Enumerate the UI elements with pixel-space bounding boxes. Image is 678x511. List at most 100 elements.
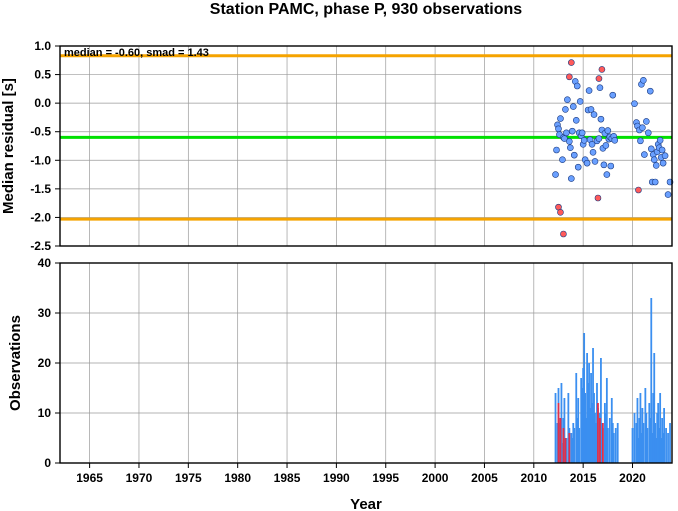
- point-s0-11: [564, 96, 571, 104]
- point-s0-23: [576, 98, 584, 105]
- bar-s0-14: [573, 428, 576, 463]
- bar-s0-31: [592, 348, 594, 463]
- bar-s0-22: [583, 333, 586, 463]
- bottom-y-tick-label-0: 0: [44, 456, 51, 470]
- bar-s0-46: [610, 398, 613, 463]
- point-s0-20: [573, 82, 581, 90]
- x-tick-label-10: 2015: [570, 471, 597, 485]
- point-s1-8: [635, 186, 642, 194]
- bottom-y-tick-label-1: 10: [38, 406, 52, 420]
- point-s0-34: [588, 140, 596, 148]
- point-s0-16: [569, 103, 577, 110]
- top-y-tick-label-2: 0.0: [34, 96, 51, 110]
- bar-s0-52: [633, 413, 636, 463]
- bar-s0-4: [560, 383, 563, 463]
- bar-s0-42: [604, 413, 607, 463]
- bar-s0-30: [591, 403, 593, 463]
- x-tick-label-5: 1990: [323, 471, 350, 485]
- bar-s0-27: [588, 363, 590, 463]
- bar-s0-28: [589, 408, 591, 463]
- point-s0-67: [646, 87, 654, 95]
- top-y-tick-label-1: 0.5: [34, 68, 51, 82]
- point-s0-13: [567, 144, 574, 152]
- bottom-bars: [554, 298, 671, 463]
- bar-s0-20: [581, 388, 584, 463]
- bottom-x-ticks: 1965 1970 1975 1980 1985 1990 1995 2000 2005 2010…: [76, 463, 646, 485]
- bar-s0-25: [586, 353, 589, 463]
- point-s1-2: [560, 230, 567, 238]
- bar-s0-79: [663, 408, 666, 463]
- point-s1-7: [598, 66, 606, 73]
- bar-s0-35: [596, 383, 598, 463]
- point-s0-6: [559, 156, 566, 164]
- bar-s0-15: [575, 373, 578, 463]
- bar-s0-78: [662, 433, 665, 463]
- bar-s0-17: [577, 398, 580, 463]
- top-grid: [60, 45, 672, 247]
- bar-s0-82: [669, 423, 671, 463]
- top-y-tick-label-7: -2.5: [30, 239, 51, 253]
- point-s0-0: [552, 171, 559, 178]
- bar-s0-26: [587, 383, 589, 463]
- top-data-points: [552, 59, 674, 238]
- bar-s0-66: [650, 298, 653, 463]
- point-s0-73: [652, 162, 660, 169]
- point-s0-25: [578, 129, 586, 137]
- bar-s1-7: [602, 423, 604, 463]
- point-s0-44: [600, 161, 608, 169]
- bar-s0-34: [595, 423, 597, 463]
- bottom-y-tick-label-2: 20: [38, 356, 52, 370]
- bar-s0-54: [636, 398, 639, 463]
- point-s0-80: [659, 159, 667, 167]
- point-s0-46: [602, 142, 610, 149]
- top-y-ticks: 1.0 0.5 0.0 -0.5 -1.0 -1.5 -2.0 -2.5: [30, 39, 60, 253]
- point-s0-10: [563, 129, 570, 137]
- bar-s0-56: [638, 418, 641, 463]
- bar-s0-72: [656, 413, 659, 463]
- point-s0-8: [561, 135, 568, 142]
- bar-s0-50: [616, 423, 619, 463]
- point-s0-64: [641, 151, 648, 158]
- bar-s0-1: [556, 423, 559, 463]
- top-reference-lines: [60, 54, 672, 221]
- top-y-tick-label-0: 1.0: [34, 39, 51, 53]
- point-s0-81: [661, 152, 669, 160]
- point-s1-6: [595, 75, 603, 82]
- point-s0-19: [572, 116, 580, 124]
- bar-s0-33: [594, 413, 596, 463]
- point-s0-5: [557, 115, 564, 122]
- bar-s0-18: [578, 428, 581, 463]
- bar-s0-58: [640, 433, 643, 463]
- point-s0-36: [590, 111, 598, 118]
- bottom-y-tick-label-4: 40: [38, 256, 52, 270]
- bar-s0-0: [554, 393, 557, 463]
- bar-s0-62: [645, 413, 648, 463]
- bottom-panel: 0 10 20 30 40 1965 1970 1975 1980 1985 1990 1995 20…: [7, 256, 673, 511]
- bottom-y-axis-title: Observations: [7, 315, 24, 411]
- point-s0-40: [596, 84, 604, 92]
- point-s0-82: [664, 191, 672, 198]
- bar-s0-39: [601, 423, 603, 463]
- bar-s0-5: [561, 443, 564, 463]
- bar-s0-45: [608, 418, 611, 463]
- point-s0-51: [607, 162, 615, 170]
- x-tick-label-6: 1995: [372, 471, 399, 485]
- bar-s0-69: [653, 353, 656, 463]
- point-s0-62: [639, 124, 646, 132]
- bar-s0-59: [641, 408, 644, 463]
- bar-s0-13: [572, 423, 575, 463]
- bar-s1-4: [568, 433, 571, 463]
- bar-s1-1: [559, 418, 562, 463]
- bar-s0-16: [576, 418, 579, 463]
- bar-s0-12: [571, 438, 574, 463]
- bar-s0-60: [642, 423, 645, 463]
- bar-s0-38: [600, 358, 602, 463]
- bar-s0-76: [660, 438, 663, 463]
- point-s0-55: [611, 136, 619, 144]
- bar-s0-81: [667, 433, 669, 463]
- x-tick-label-3: 1980: [224, 471, 251, 485]
- point-s0-39: [595, 135, 603, 142]
- point-s1-4: [568, 59, 575, 66]
- point-s0-65: [643, 118, 650, 125]
- point-s0-1: [553, 146, 560, 154]
